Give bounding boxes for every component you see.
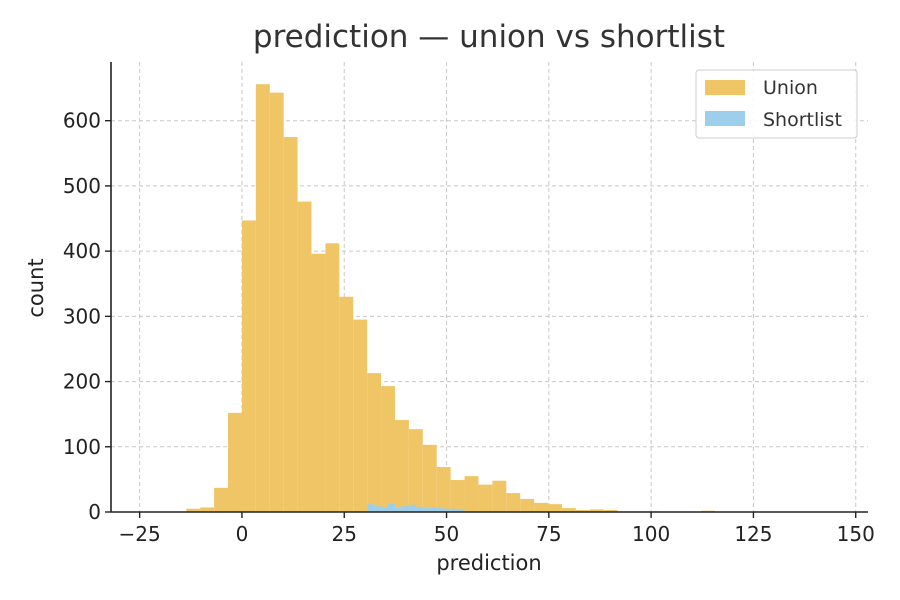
x-tick-label: −25: [119, 522, 161, 546]
bar-shortlist: [422, 508, 430, 512]
bar-shortlist: [429, 507, 437, 512]
y-tick-label: 0: [88, 500, 101, 524]
y-tick-label: 200: [63, 370, 101, 394]
x-tick-label: 50: [434, 522, 459, 546]
bar-shortlist: [394, 508, 402, 512]
y-tick-label: 300: [63, 304, 101, 328]
bar-shortlist: [436, 508, 444, 512]
x-tick-label: 75: [536, 522, 561, 546]
bar-shortlist: [457, 509, 465, 512]
y-tick-label: 400: [63, 239, 101, 263]
legend-swatch-shortlist: [705, 111, 745, 126]
y-tick-label: 600: [63, 109, 101, 133]
legend: Union Shortlist: [695, 69, 858, 139]
bar-union: [422, 444, 437, 512]
bar-union: [603, 510, 618, 512]
bar-shortlist: [415, 506, 423, 512]
bar-union: [353, 319, 368, 512]
bar-union: [575, 510, 590, 512]
bar-union: [339, 296, 354, 512]
bar-union: [269, 92, 284, 513]
bar-union: [394, 420, 409, 512]
bar-union: [589, 509, 604, 512]
x-tick-label: 150: [837, 522, 875, 546]
bar-union: [381, 386, 395, 512]
bar-shortlist: [401, 506, 409, 512]
bar-union: [464, 476, 479, 512]
x-tick-label: 125: [734, 522, 772, 546]
bar-union: [367, 373, 382, 512]
bar-union: [325, 243, 340, 512]
bar-union: [520, 498, 535, 512]
legend-swatch-union: [705, 80, 745, 95]
tick-labels: −25 0 25 50 75 100 125 150 0 100 200 300 400 500 600: [63, 109, 875, 546]
y-tick-label: 500: [63, 174, 101, 198]
bar-union: [228, 412, 242, 512]
x-tick-label: 0: [236, 522, 249, 546]
x-tick-label: 100: [632, 522, 670, 546]
y-axis-label: count: [24, 258, 48, 317]
bar-shortlist: [367, 504, 375, 512]
chart-title: prediction — union vs shortlist: [253, 19, 725, 55]
bar-union: [408, 429, 423, 512]
legend-label-shortlist: Shortlist: [763, 109, 842, 131]
bar-union: [436, 467, 451, 512]
bar-union: [255, 84, 270, 512]
bar-shortlist: [408, 504, 416, 512]
bar-union: [214, 487, 229, 512]
bar-union: [241, 220, 256, 512]
bars: [186, 84, 715, 513]
axes: [105, 62, 868, 518]
bar-union: [478, 484, 493, 512]
bar-union: [200, 507, 215, 512]
bar-shortlist: [381, 507, 389, 512]
bar-union: [548, 504, 562, 512]
bar-union: [311, 253, 326, 512]
bar-union: [506, 493, 521, 512]
y-tick-label: 100: [63, 435, 101, 459]
bar-union: [283, 137, 298, 512]
bar-union: [492, 480, 507, 512]
bar-shortlist: [443, 508, 451, 512]
bar-shortlist: [450, 508, 458, 512]
bar-union: [534, 502, 549, 512]
bar-union: [297, 201, 312, 512]
legend-label-union: Union: [763, 77, 818, 99]
x-tick-label: 25: [332, 522, 357, 546]
bar-shortlist: [374, 506, 382, 512]
bar-union: [186, 508, 201, 512]
x-axis-label: prediction: [436, 551, 541, 575]
bar-shortlist: [388, 503, 395, 512]
bar-union: [450, 480, 465, 512]
bar-union: [561, 508, 576, 512]
